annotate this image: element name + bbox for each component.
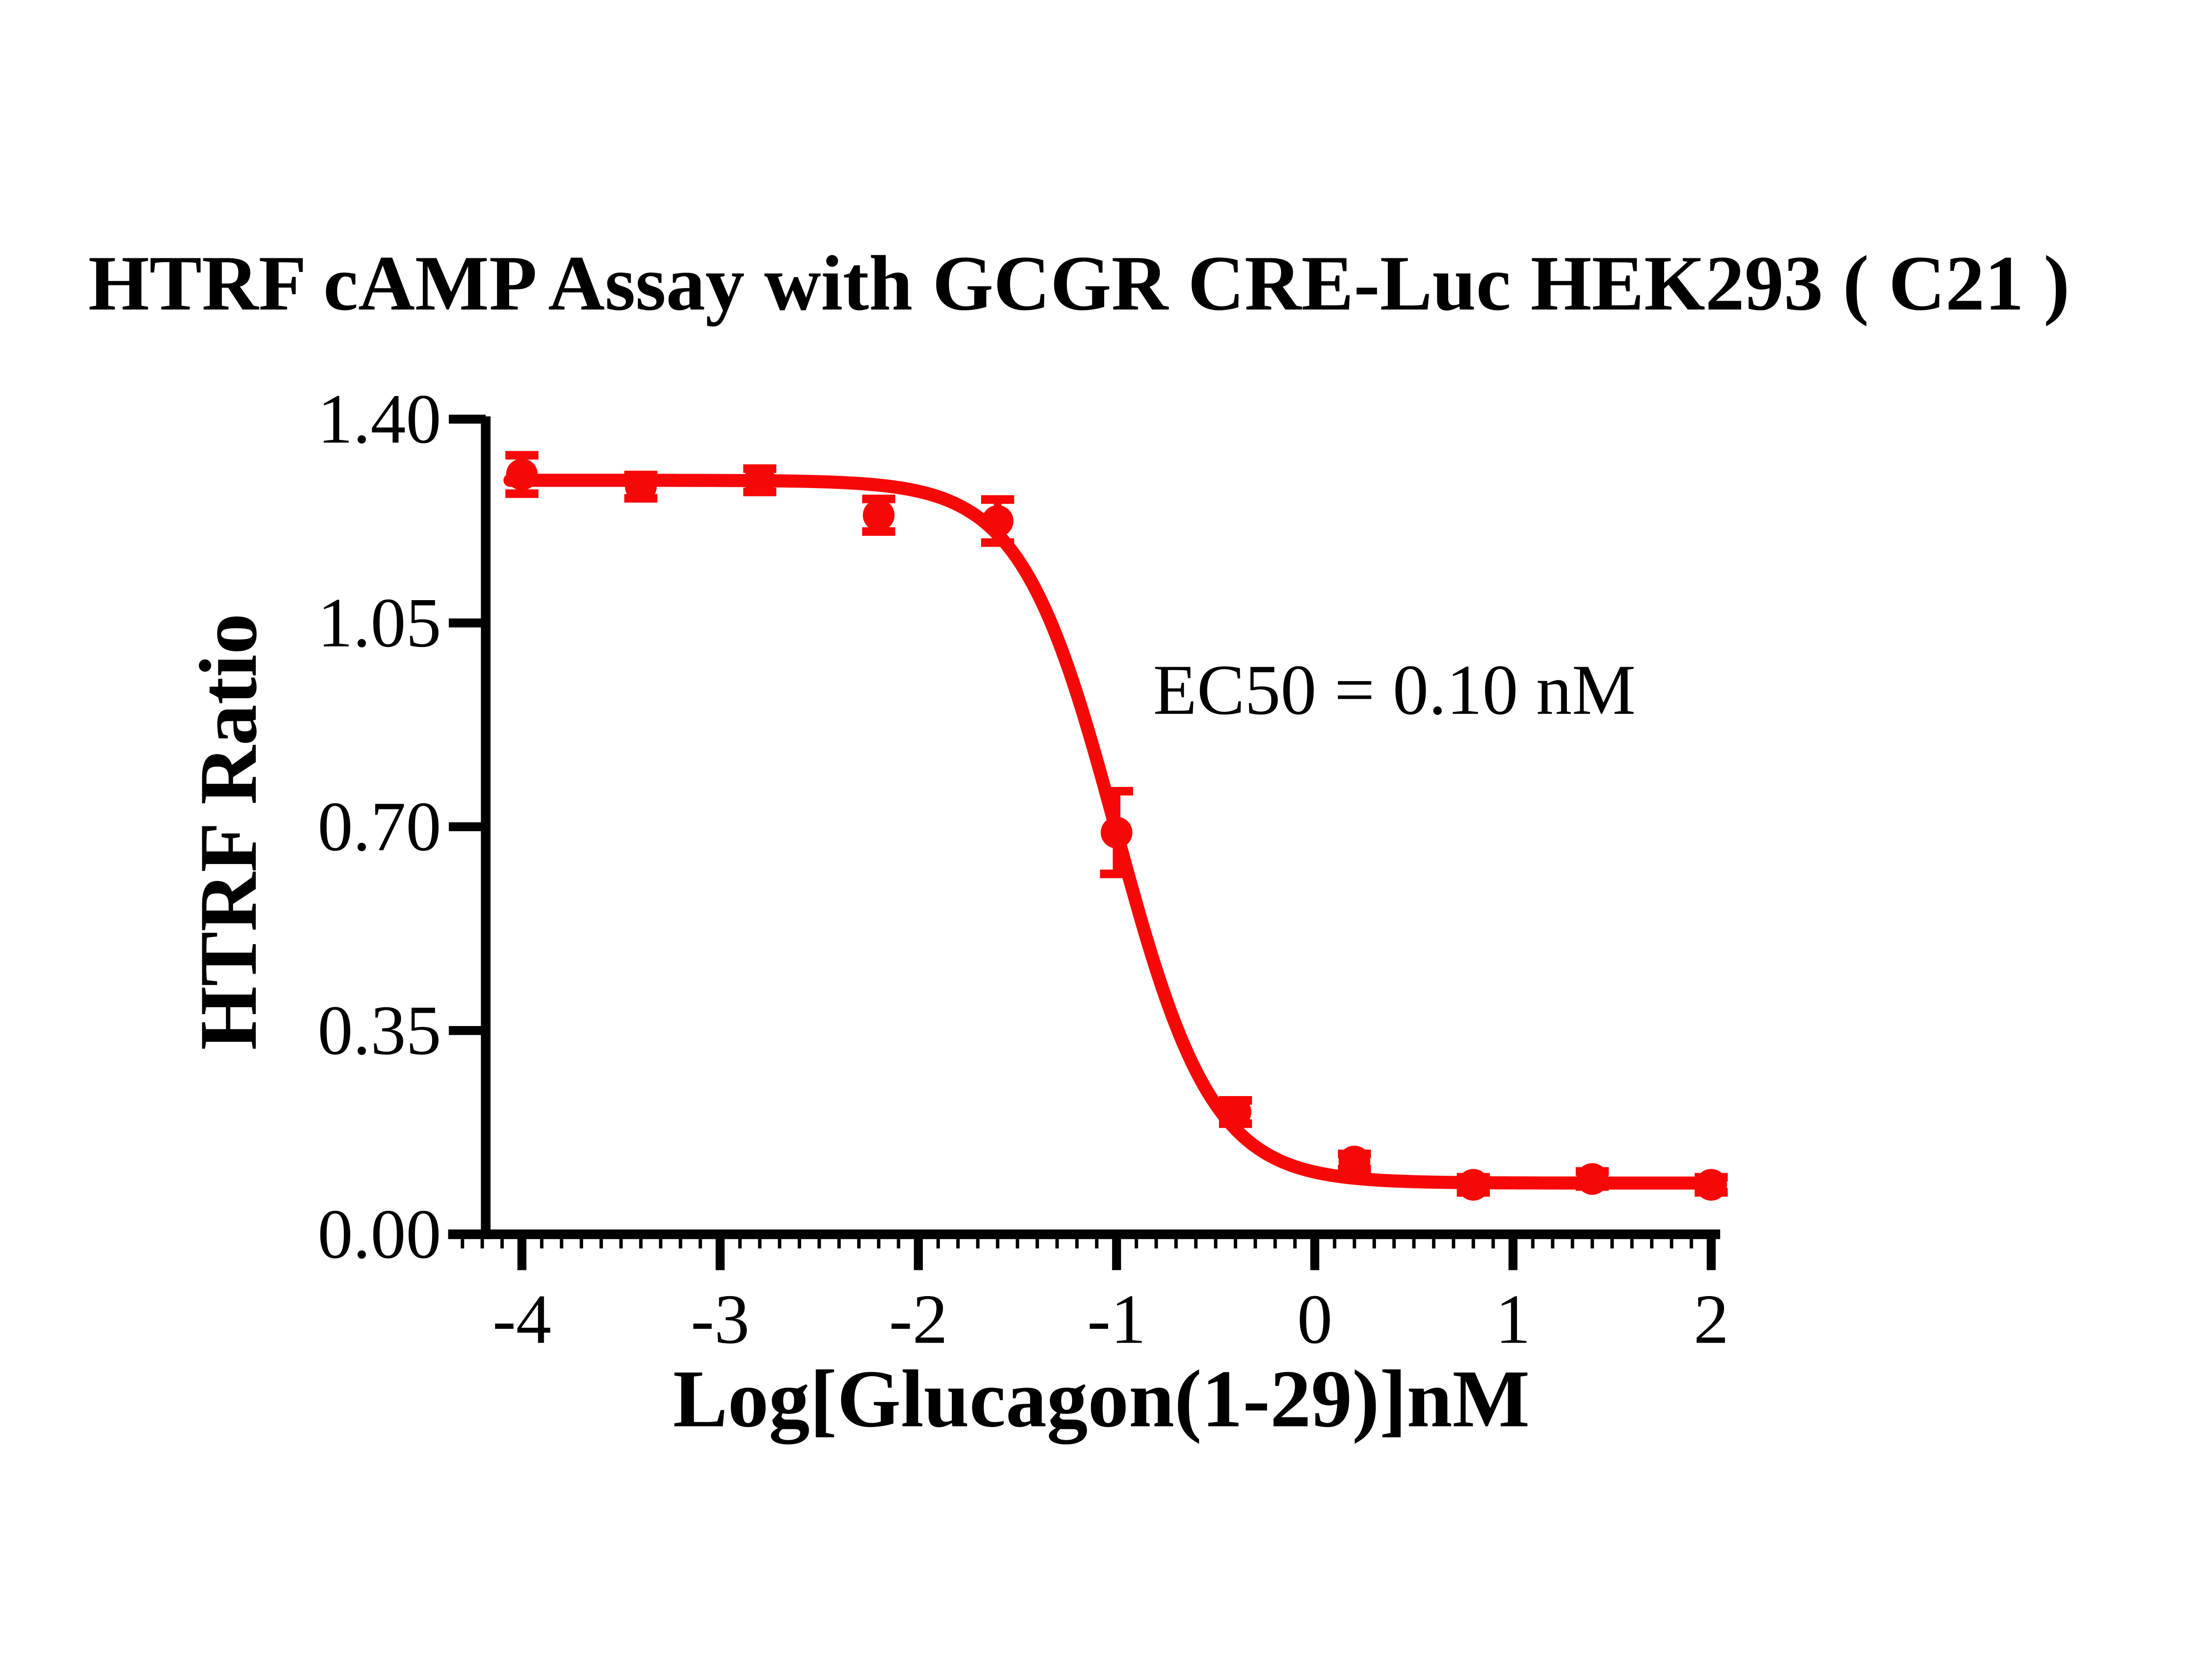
y-tick-label: 0.70 xyxy=(317,787,441,865)
x-tick-label: -4 xyxy=(493,1280,551,1358)
data-point xyxy=(1457,1169,1490,1201)
x-tick-label: 1 xyxy=(1496,1280,1531,1358)
data-point-marker xyxy=(1695,1169,1727,1201)
x-tick-label: -2 xyxy=(889,1280,947,1358)
data-points xyxy=(505,451,1728,1201)
x-tick-label: 0 xyxy=(1297,1280,1333,1358)
data-point xyxy=(981,495,1014,547)
y-axis-title: HTRF Ratio xyxy=(183,613,274,1050)
y-tick-labels: 0.00 0.35 0.70 1.05 1.40 xyxy=(317,380,441,1273)
data-point xyxy=(743,464,777,496)
x-tick-labels: -4 -3 -2 -1 0 1 2 xyxy=(493,1280,1729,1358)
x-tick-label: -1 xyxy=(1087,1280,1146,1358)
data-point xyxy=(862,494,895,536)
y-tick-label: 1.05 xyxy=(317,583,441,662)
data-point-marker xyxy=(1101,816,1133,849)
data-point-marker xyxy=(862,499,895,531)
data-point xyxy=(1219,1096,1252,1128)
data-point xyxy=(1337,1146,1371,1177)
data-point xyxy=(1100,787,1133,879)
ec50-annotation: EC50 = 0.10 nM xyxy=(1153,650,1636,730)
axes xyxy=(448,415,1721,1270)
data-point-marker xyxy=(1457,1169,1489,1201)
data-point xyxy=(1694,1169,1728,1201)
x-tick-label: -3 xyxy=(691,1280,750,1358)
x-axis-title: Log[Glucagon(1-29)]nM xyxy=(673,1353,1530,1444)
data-point-marker xyxy=(1219,1096,1252,1128)
chart-title: HTRF cAMP Assay with GCGR CRE-Luc HEK293… xyxy=(88,239,2070,327)
data-point-marker xyxy=(625,471,657,503)
y-tick-label: 0.35 xyxy=(317,991,441,1069)
data-point-marker xyxy=(744,464,776,496)
data-point-marker xyxy=(506,458,538,491)
data-point-marker xyxy=(982,505,1014,537)
y-tick-label: 0.00 xyxy=(317,1195,441,1273)
data-point xyxy=(624,471,658,503)
y-tick-label: 1.40 xyxy=(317,380,441,458)
data-point xyxy=(1576,1163,1609,1195)
data-point xyxy=(505,451,538,498)
data-point-marker xyxy=(1338,1146,1370,1177)
data-point-marker xyxy=(1576,1163,1608,1195)
x-tick-label: 2 xyxy=(1693,1280,1729,1358)
